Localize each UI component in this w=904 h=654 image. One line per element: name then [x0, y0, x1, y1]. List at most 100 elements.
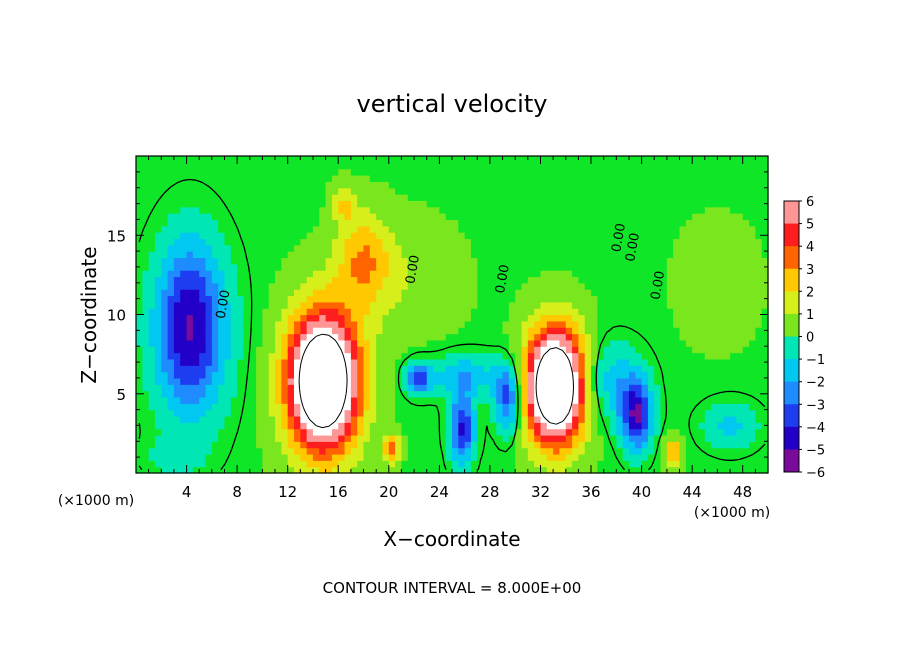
heatmap-cell	[628, 371, 636, 379]
heatmap-cell	[660, 162, 668, 170]
heatmap-cell	[300, 377, 308, 385]
heatmap-field	[136, 156, 769, 474]
heatmap-cell	[578, 327, 586, 335]
heatmap-cell	[395, 156, 403, 163]
heatmap-cell	[546, 333, 554, 341]
heatmap-cell	[407, 270, 415, 278]
heatmap-cell	[736, 415, 744, 423]
heatmap-cell	[312, 282, 320, 290]
heatmap-cell	[325, 346, 333, 354]
heatmap-cell	[666, 200, 674, 208]
heatmap-cell	[591, 257, 598, 265]
heatmap-cell	[325, 225, 333, 233]
heatmap-cell	[218, 377, 226, 385]
heatmap-cell	[666, 219, 674, 227]
heatmap-cell	[565, 308, 573, 316]
heatmap-cell	[452, 466, 459, 474]
heatmap-cell	[628, 187, 636, 195]
heatmap-cell	[382, 466, 390, 474]
heatmap-cell	[641, 168, 649, 176]
heatmap-cell	[647, 358, 655, 366]
heatmap-cell	[622, 156, 630, 163]
heatmap-cell	[300, 308, 308, 316]
heatmap-cell	[445, 289, 453, 297]
heatmap-cell	[559, 219, 567, 227]
heatmap-cell	[723, 333, 731, 341]
heatmap-cell	[717, 219, 725, 227]
heatmap-cell	[546, 415, 554, 423]
heatmap-cell	[268, 244, 276, 252]
heatmap-cell	[698, 365, 706, 373]
heatmap-cell	[666, 327, 674, 335]
heatmap-cell	[692, 460, 700, 468]
heatmap-cell	[142, 175, 150, 182]
heatmap-cell	[363, 295, 371, 303]
heatmap-cell	[312, 453, 320, 461]
heatmap-cell	[325, 238, 333, 246]
heatmap-cell	[382, 187, 390, 195]
heatmap-cell	[597, 365, 605, 373]
heatmap-cell	[414, 384, 421, 392]
heatmap-cell	[584, 466, 592, 474]
heatmap-cell	[331, 453, 339, 461]
heatmap-cell	[673, 232, 681, 240]
heatmap-cell	[186, 466, 194, 474]
heatmap-cell	[496, 168, 504, 176]
heatmap-cell	[281, 333, 289, 341]
heatmap-cell	[679, 181, 687, 189]
heatmap-cell	[167, 301, 175, 309]
heatmap-cell	[641, 358, 649, 366]
heatmap-cell	[730, 219, 737, 227]
heatmap-cell	[338, 339, 346, 347]
heatmap-cell	[142, 314, 150, 322]
heatmap-cell	[325, 219, 333, 227]
heatmap-cell	[502, 219, 510, 227]
heatmap-cell	[294, 371, 301, 379]
heatmap-cell	[306, 213, 314, 220]
heatmap-cell	[382, 289, 390, 297]
heatmap-cell	[553, 219, 561, 227]
heatmap-cell	[470, 339, 478, 347]
heatmap-cell	[464, 175, 472, 182]
heatmap-cell	[142, 447, 150, 455]
heatmap-cell	[325, 447, 333, 455]
heatmap-cell	[154, 352, 162, 360]
heatmap-cell	[616, 333, 624, 341]
heatmap-cell	[458, 219, 466, 227]
heatmap-cell	[647, 396, 655, 404]
heatmap-cell	[477, 415, 485, 423]
heatmap-cell	[502, 428, 510, 436]
heatmap-cell	[218, 295, 226, 303]
heatmap-cell	[420, 168, 428, 176]
heatmap-cell	[218, 225, 226, 233]
heatmap-cell	[578, 314, 586, 322]
heatmap-cell	[654, 251, 662, 259]
heatmap-cell	[641, 225, 649, 233]
heatmap-cell	[622, 301, 630, 309]
heatmap-cell	[565, 384, 573, 392]
heatmap-cell	[401, 358, 409, 366]
heatmap-cell	[445, 276, 453, 284]
heatmap-cell	[325, 371, 333, 379]
heatmap-cell	[610, 244, 617, 252]
heatmap-cell	[407, 377, 415, 385]
heatmap-cell	[167, 390, 175, 398]
heatmap-cell	[616, 175, 624, 182]
heatmap-cell	[268, 434, 276, 442]
heatmap-cell	[559, 251, 567, 259]
heatmap-cell	[382, 434, 390, 442]
heatmap-cell	[243, 434, 251, 442]
heatmap-cell	[673, 320, 681, 328]
heatmap-cell	[218, 460, 226, 468]
heatmap-cell	[742, 238, 750, 246]
heatmap-cell	[325, 403, 333, 411]
heatmap-cell	[350, 422, 358, 430]
heatmap-cell	[388, 352, 396, 360]
heatmap-cell	[218, 409, 226, 417]
heatmap-cell	[483, 232, 491, 240]
heatmap-cell	[496, 403, 504, 411]
heatmap-cell	[433, 181, 440, 189]
heatmap-cell	[508, 403, 516, 411]
heatmap-cell	[439, 409, 447, 417]
heatmap-cell	[319, 390, 327, 398]
